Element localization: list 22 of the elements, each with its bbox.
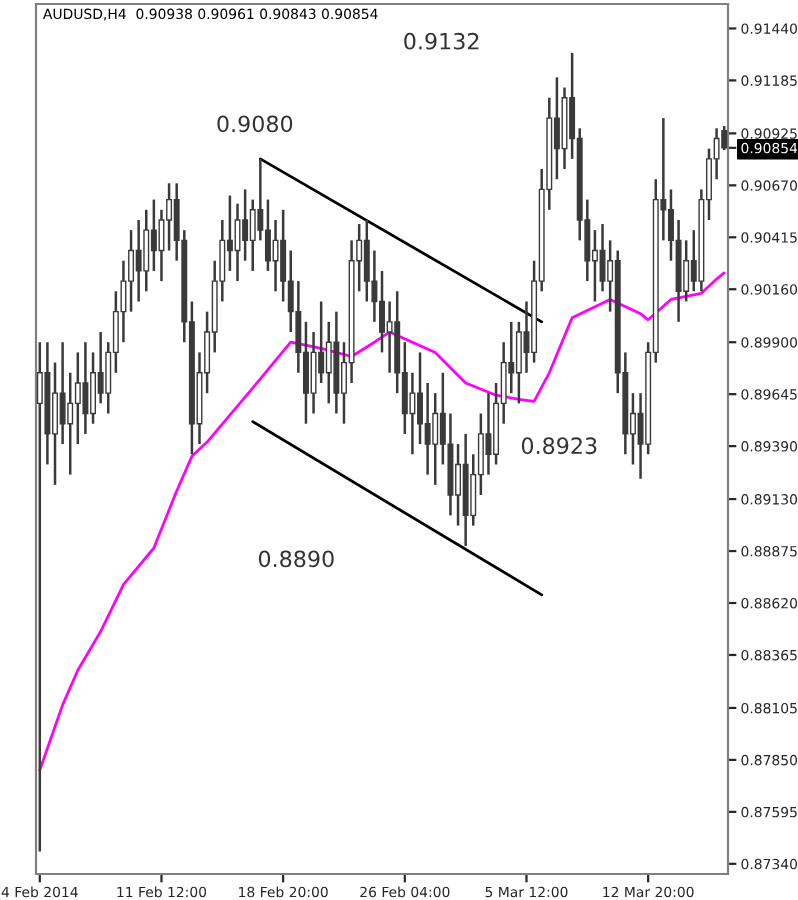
candlestick	[455, 442, 462, 527]
candlestick	[82, 340, 89, 436]
candlestick	[36, 340, 43, 853]
annotation: 0.8890	[258, 550, 334, 568]
annotation: 0.9132	[404, 32, 479, 50]
candlestick	[135, 218, 142, 303]
candlestick	[272, 218, 279, 293]
candlestick	[683, 239, 690, 303]
candlestick	[67, 371, 74, 476]
candlestick	[409, 371, 416, 456]
candlestick	[74, 351, 81, 446]
candlestick	[424, 381, 431, 476]
candlestick	[432, 391, 439, 487]
candlestick	[150, 198, 157, 273]
candlestick	[242, 188, 249, 262]
candlestick	[143, 208, 150, 293]
line-series	[38, 271, 726, 772]
candlestick	[485, 391, 492, 476]
candlestick	[325, 320, 332, 405]
annotation: 0.8923	[521, 437, 597, 455]
annotation: 0.9080	[217, 115, 293, 133]
candlestick	[386, 300, 393, 375]
